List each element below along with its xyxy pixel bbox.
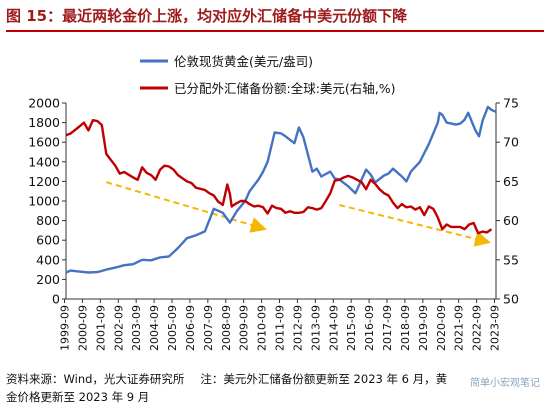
- trend-arrow: [338, 203, 491, 247]
- x-tick-label: 2013-09: [309, 305, 322, 351]
- x-tick-label: 1999-09: [59, 305, 72, 351]
- update-note: 注：美元外汇储备份额更新至 2023 年 6 月，黄: [200, 372, 448, 386]
- y-left-tick-label: 0: [52, 292, 60, 307]
- y-right-tick-label: 50: [503, 292, 519, 307]
- series-line-usd-share: [65, 118, 493, 235]
- chart: 0 200 400 600 800 1000 1200 1400 1600 1800 2000 50 5…: [28, 54, 519, 351]
- y-left-tick-label: 1000: [28, 194, 60, 209]
- x-tick-label: 2006-09: [184, 305, 197, 351]
- x-tick-label: 2005-09: [166, 305, 179, 351]
- x-tick-label: 2016-09: [363, 305, 376, 351]
- legend-label-gold: 伦敦现货黄金(美元/盎司): [174, 54, 313, 69]
- legend-label-usd-share: 已分配外汇储备份额:全球:美元(右轴,%): [174, 81, 396, 96]
- y-left-tick-label: 600: [36, 233, 60, 248]
- x-tick-label: 2023-09: [489, 305, 502, 351]
- x-tick-label: 2001-09: [94, 305, 107, 351]
- x-tick-label: 2009-09: [238, 305, 251, 351]
- x-tick-label: 2018-09: [399, 305, 412, 351]
- x-tick-label: 2002-09: [112, 305, 125, 351]
- x-tick-label: 2021-09: [453, 305, 466, 351]
- x-tick-label: 2007-09: [202, 305, 215, 351]
- x-tick-label: 2011-09: [274, 305, 287, 351]
- y-left-tick-label: 1600: [28, 135, 60, 150]
- x-tick-label: 2014-09: [327, 305, 340, 351]
- y-right-tick-label: 65: [503, 174, 519, 189]
- y-right-tick-label: 75: [503, 96, 519, 111]
- source-note: 资料来源：Wind，光大证券研究所: [6, 372, 185, 386]
- y-left-tick-label: 1200: [28, 174, 60, 189]
- footer-line-2: 金价格更新至 2023 年 9 月: [6, 390, 150, 404]
- x-tick-label: 2010-09: [256, 305, 269, 351]
- x-tick-label: 2008-09: [220, 305, 233, 351]
- x-tick-label: 2017-09: [381, 305, 394, 351]
- trend-arrow: [106, 181, 267, 233]
- y-right-tick-label: 70: [503, 135, 519, 150]
- y-left-tick-label: 1800: [28, 115, 60, 130]
- x-tick-label: 2000-09: [76, 305, 89, 351]
- x-tick-label: 2004-09: [148, 305, 161, 351]
- x-tick-label: 2020-09: [435, 305, 448, 351]
- y-left-tick-label: 1400: [28, 154, 60, 169]
- x-tick-label: 2015-09: [345, 305, 358, 351]
- y-left-tick-label: 800: [36, 213, 60, 228]
- footer-line-1: 资料来源：Wind，光大证券研究所 注：美元外汇储备份额更新至 2023 年 6 …: [6, 370, 546, 388]
- figure-title: 图 15：最近两轮金价上涨，均对应外汇储备中美元份额下降: [6, 7, 408, 25]
- x-tick-label: 2019-09: [417, 305, 430, 351]
- legend: 伦敦现货黄金(美元/盎司) 已分配外汇储备份额:全球:美元(右轴,%): [140, 54, 396, 96]
- y-left-tick-label: 400: [36, 252, 60, 267]
- y-left-tick-label: 200: [36, 272, 60, 287]
- series-line-gold-price: [65, 105, 497, 274]
- footer: 资料来源：Wind，光大证券研究所 注：美元外汇储备份额更新至 2023 年 6 …: [6, 370, 546, 406]
- y-right-tick-label: 55: [503, 252, 519, 267]
- y-left-tick-label: 2000: [28, 96, 60, 111]
- x-tick-label: 2003-09: [130, 305, 143, 351]
- x-tick-label: 2022-09: [471, 305, 484, 351]
- title-rule: [6, 30, 544, 32]
- watermark: 简单小宏观笔记: [470, 378, 540, 389]
- y-right-tick-label: 60: [503, 213, 519, 228]
- x-tick-label: 2012-09: [291, 305, 304, 351]
